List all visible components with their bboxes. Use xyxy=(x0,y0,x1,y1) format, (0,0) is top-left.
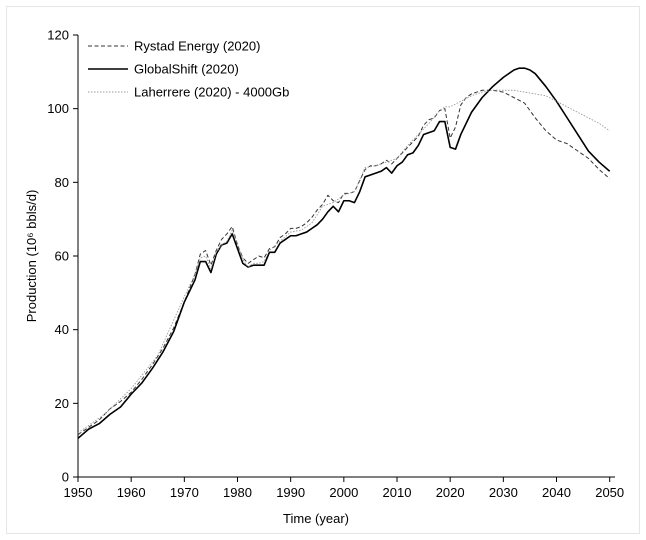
legend-label: Laherrere (2020) - 4000Gb xyxy=(134,85,289,100)
x-tick-label: 1990 xyxy=(276,485,305,500)
x-tick-label: 2050 xyxy=(595,485,624,500)
legend-label: Rystad Energy (2020) xyxy=(134,39,260,54)
x-tick-label: 1950 xyxy=(64,485,93,500)
x-tick-label: 1970 xyxy=(170,485,199,500)
y-tick-label: 40 xyxy=(55,322,69,337)
series-lines xyxy=(77,67,611,439)
x-tick-label: 2010 xyxy=(383,485,412,500)
x-tick-label: 1960 xyxy=(117,485,146,500)
y-tick-label: 0 xyxy=(62,470,69,485)
x-axis-label: Time (year) xyxy=(283,511,349,526)
y-tick-label: 100 xyxy=(47,101,69,116)
y-axis-label: Production (10⁶ bbls/d) xyxy=(24,190,39,323)
x-tick-label: 2000 xyxy=(329,485,358,500)
chart-frame xyxy=(6,6,640,534)
legend: Rystad Energy (2020) GlobalShift (2020) La… xyxy=(88,39,289,100)
x-tick-label: 2030 xyxy=(489,485,518,500)
y-tick-label: 20 xyxy=(55,396,69,411)
y-tick-label: 80 xyxy=(55,175,69,190)
x-tick-label: 2020 xyxy=(436,485,465,500)
x-tick-label: 2040 xyxy=(542,485,571,500)
y-tick-label: 60 xyxy=(55,249,69,264)
series-line-2 xyxy=(77,67,611,439)
y-tick-label: 120 xyxy=(47,28,69,43)
series-line-3 xyxy=(77,89,610,434)
x-tick-label: 1980 xyxy=(223,485,252,500)
series-line-1 xyxy=(77,89,611,436)
legend-label: GlobalShift (2020) xyxy=(134,62,239,77)
